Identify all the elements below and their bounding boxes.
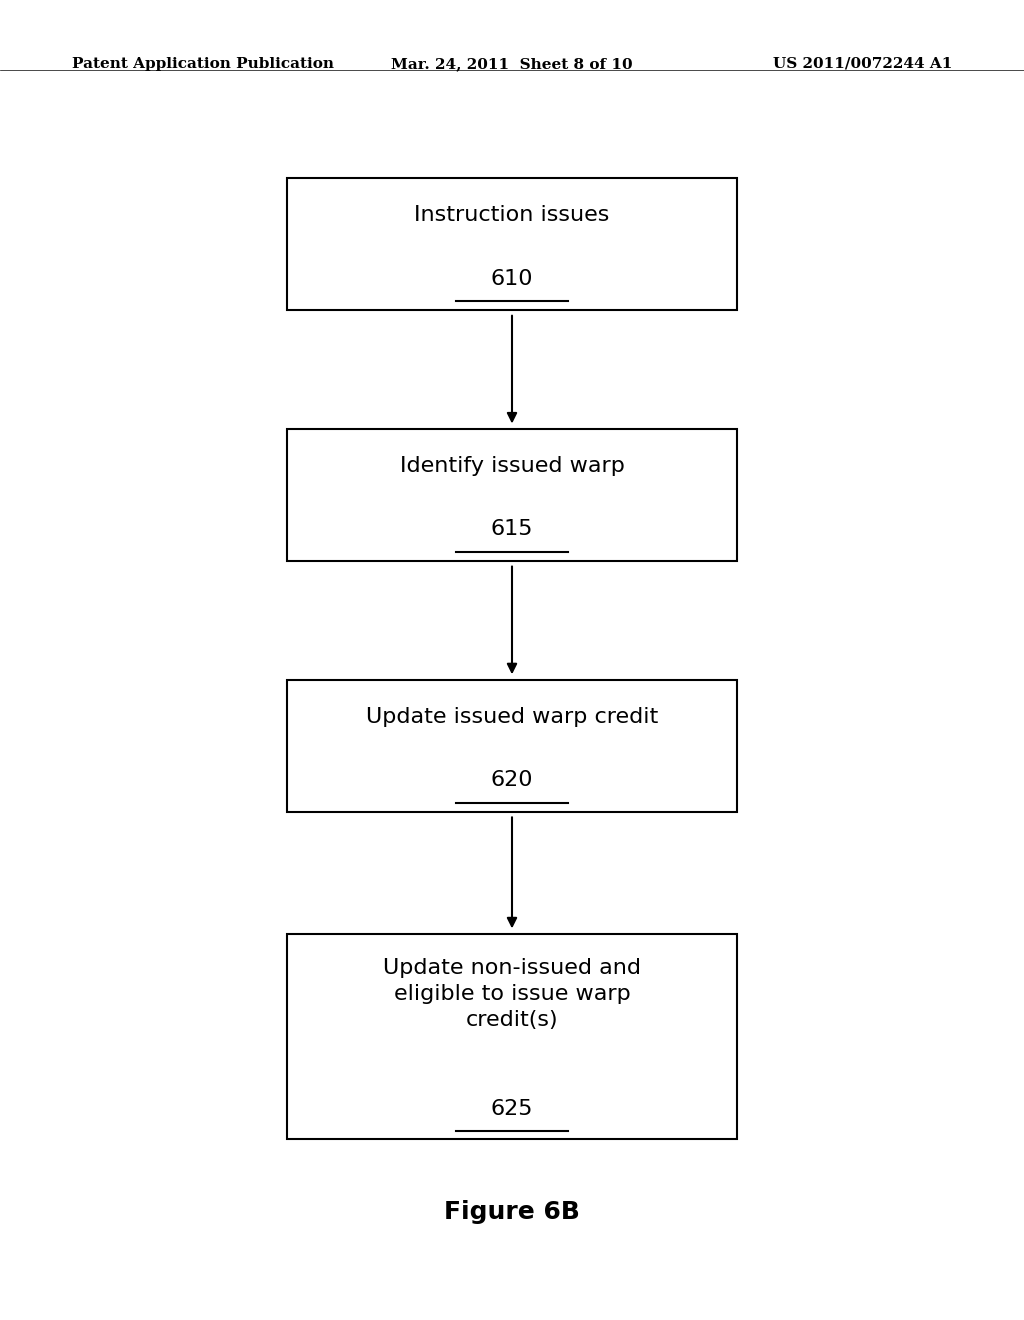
Text: Update non-issued and
eligible to issue warp
credit(s): Update non-issued and eligible to issue … (383, 957, 641, 1031)
Text: Identify issued warp: Identify issued warp (399, 455, 625, 477)
Bar (287, 429, 737, 561)
Bar (287, 178, 737, 310)
Bar (287, 935, 737, 1138)
Text: 610: 610 (490, 268, 534, 289)
Bar (287, 680, 737, 812)
Text: Figure 6B: Figure 6B (444, 1200, 580, 1224)
Text: 615: 615 (490, 519, 534, 540)
Text: 625: 625 (490, 1098, 534, 1119)
Text: US 2011/0072244 A1: US 2011/0072244 A1 (773, 57, 952, 71)
Text: Update issued warp credit: Update issued warp credit (366, 706, 658, 727)
Text: Instruction issues: Instruction issues (415, 205, 609, 226)
Text: 620: 620 (490, 770, 534, 791)
Text: Mar. 24, 2011  Sheet 8 of 10: Mar. 24, 2011 Sheet 8 of 10 (391, 57, 633, 71)
Text: Patent Application Publication: Patent Application Publication (72, 57, 334, 71)
